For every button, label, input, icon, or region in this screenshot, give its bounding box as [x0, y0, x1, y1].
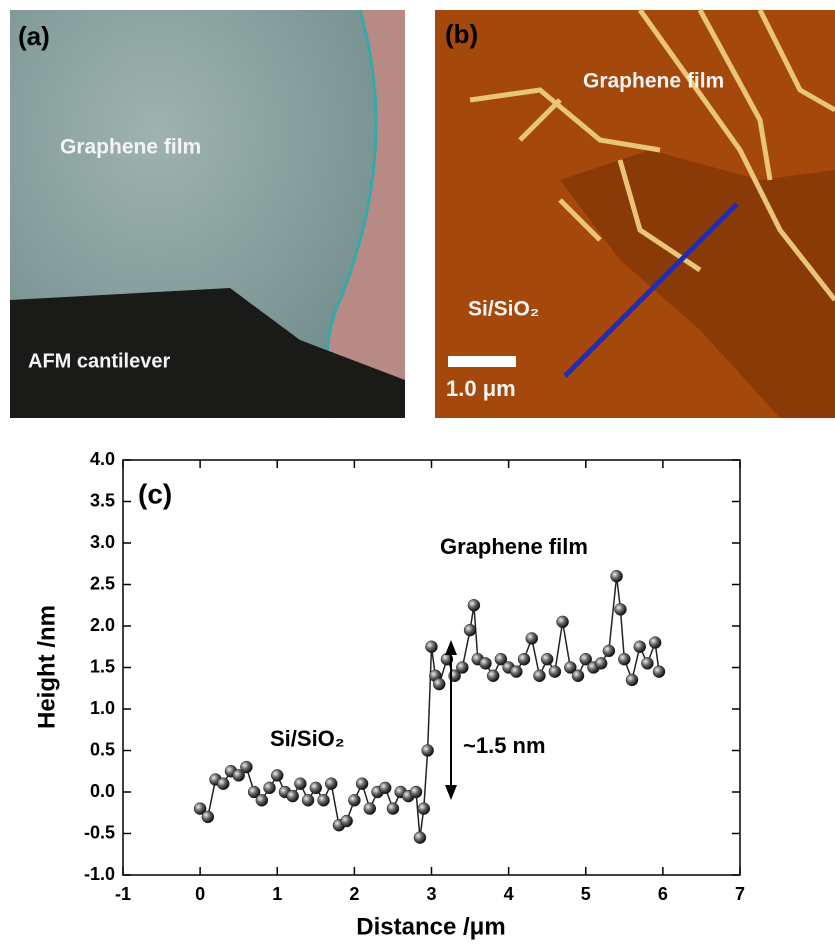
data-point	[533, 670, 545, 682]
step-annotation: ~1.5 nm	[463, 733, 546, 758]
data-point	[356, 778, 368, 790]
data-point	[410, 786, 422, 798]
data-point	[302, 794, 314, 806]
x-tick-label: 7	[735, 884, 745, 904]
data-point	[510, 666, 522, 678]
data-point	[318, 794, 330, 806]
data-point	[422, 745, 434, 757]
cantilever-label: AFM cantilever	[28, 350, 170, 372]
figure: (a) Graphene film AFM cantilever (b) Gra…	[0, 0, 835, 942]
x-tick-label: 3	[426, 884, 436, 904]
y-tick-label: 2.5	[90, 573, 115, 593]
data-point	[217, 778, 229, 790]
data-point	[526, 632, 538, 644]
y-axis-label: Height /nm	[33, 605, 60, 729]
x-axis-label: Distance /μm	[356, 913, 505, 940]
data-point	[641, 657, 653, 669]
data-point	[649, 637, 661, 649]
data-point	[418, 803, 430, 815]
data-point	[240, 761, 252, 773]
data-point	[541, 653, 553, 665]
x-tick-label: 4	[504, 884, 514, 904]
y-tick-label: 4.0	[90, 449, 115, 469]
data-point	[479, 657, 491, 669]
panel-label: (c)	[138, 478, 172, 509]
scale-bar	[448, 356, 516, 367]
x-tick-label: 0	[195, 884, 205, 904]
data-point	[611, 570, 623, 582]
x-tick-label: -1	[115, 884, 131, 904]
data-point	[264, 782, 276, 794]
y-tick-label: 3.5	[90, 490, 115, 510]
data-point	[549, 666, 561, 678]
film-annotation: Graphene film	[440, 534, 588, 559]
chart: (c) Distance /μm Height /nm -1 0 1 2 3 4 5 6 7 -1…	[33, 449, 745, 941]
panel-label: (b)	[445, 19, 478, 49]
data-point	[256, 794, 268, 806]
data-point	[341, 815, 353, 827]
data-point	[653, 666, 665, 678]
data-point	[618, 653, 630, 665]
data-point	[287, 790, 299, 802]
panel-label: (a)	[18, 21, 50, 51]
data-point	[325, 778, 337, 790]
data-point	[614, 603, 626, 615]
data-line	[200, 576, 659, 837]
data-point	[456, 662, 468, 674]
data-point	[387, 803, 399, 815]
data-point	[626, 674, 638, 686]
x-tick-label: 6	[658, 884, 668, 904]
page: {"panels": { "a": {"label": "(a)", "film…	[0, 0, 835, 942]
data-point	[271, 769, 283, 781]
data-point	[464, 624, 476, 636]
data-point	[487, 670, 499, 682]
data-point	[634, 641, 646, 653]
data-point	[364, 803, 376, 815]
x-tick-label: 5	[581, 884, 591, 904]
film-label: Graphene film	[583, 70, 724, 93]
y-tick-label: 1.5	[90, 656, 115, 676]
x-tick-label: 2	[349, 884, 359, 904]
scale-label: 1.0 μm	[446, 376, 516, 401]
data-point	[310, 782, 322, 794]
data-point	[294, 778, 306, 790]
data-point	[348, 794, 360, 806]
data-point	[414, 832, 426, 844]
data-point	[603, 645, 615, 657]
data-point	[557, 616, 569, 628]
x-tick-label: 1	[272, 884, 282, 904]
data-point	[572, 670, 584, 682]
substrate-label: Si/SiO₂	[468, 298, 539, 321]
y-tick-label: -0.5	[84, 822, 115, 842]
y-tick-label: -1.0	[84, 864, 115, 884]
data-point	[468, 599, 480, 611]
y-tick-label: 0.0	[90, 781, 115, 801]
y-tick-label: 1.0	[90, 698, 115, 718]
substrate-annotation: Si/SiO₂	[270, 726, 345, 751]
data-point	[202, 811, 214, 823]
data-point	[426, 641, 438, 653]
data-point	[433, 678, 445, 690]
panel-a: (a) Graphene film AFM cantilever	[10, 10, 405, 418]
y-tick-label: 2.0	[90, 615, 115, 635]
y-tick-label: 0.5	[90, 739, 115, 759]
data-point	[595, 657, 607, 669]
data-point	[379, 782, 391, 794]
film-label: Graphene film	[60, 136, 201, 159]
panel-b: (b) Graphene film Si/SiO₂ 1.0 μm	[435, 10, 835, 418]
data-point	[518, 653, 530, 665]
y-tick-label: 3.0	[90, 532, 115, 552]
